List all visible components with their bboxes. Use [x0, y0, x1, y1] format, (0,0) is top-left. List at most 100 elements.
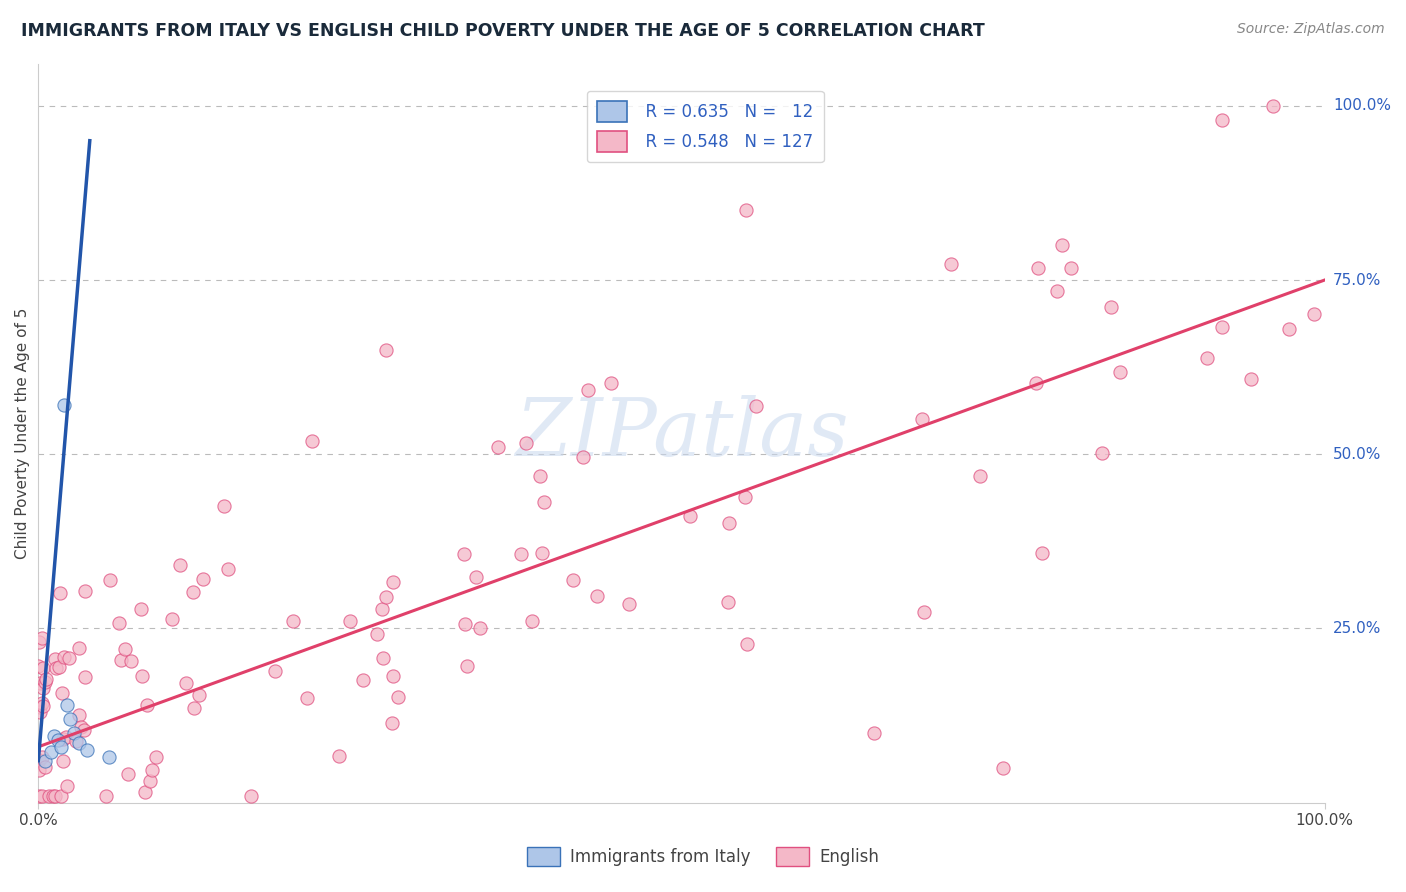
Point: [1195, 351, 1218, 365]
Point: [46, 732, 69, 747]
Point: [1031, 546, 1053, 560]
Point: [51, 739, 73, 754]
Point: [28, 789, 51, 803]
Point: [31, 749, 53, 764]
Point: [110, 653, 132, 667]
Point: [31, 789, 53, 803]
Point: [35, 673, 58, 687]
Y-axis label: Child Poverty Under the Age of 5: Child Poverty Under the Age of 5: [15, 308, 30, 559]
Text: 25.0%: 25.0%: [1333, 621, 1381, 636]
Point: [470, 621, 492, 635]
Point: [1060, 260, 1083, 275]
Point: [1028, 260, 1050, 275]
Text: ZIPatlas: ZIPatlas: [515, 394, 848, 472]
Text: 75.0%: 75.0%: [1333, 273, 1381, 287]
Point: [531, 546, 554, 560]
Point: [67, 708, 90, 723]
Point: [576, 383, 599, 397]
Point: [1303, 307, 1326, 321]
Point: [600, 376, 623, 390]
Point: [520, 614, 543, 628]
Point: [515, 436, 537, 450]
Point: [381, 669, 404, 683]
Point: [371, 650, 394, 665]
Point: [454, 617, 477, 632]
Point: [72, 723, 94, 738]
Point: [52, 754, 75, 768]
Point: [486, 440, 509, 454]
Point: [34, 674, 56, 689]
Point: [67, 640, 90, 655]
Point: [375, 591, 398, 605]
Point: [562, 573, 585, 587]
Point: [27, 659, 49, 673]
Point: [328, 749, 350, 764]
Legend: Immigrants from Italy, English: Immigrants from Italy, English: [519, 838, 887, 875]
Point: [120, 654, 142, 668]
Point: [941, 257, 963, 271]
Point: [301, 434, 323, 448]
Point: [39, 745, 62, 759]
Point: [283, 614, 305, 628]
Point: [991, 761, 1014, 775]
Point: [911, 412, 934, 426]
Point: [453, 548, 475, 562]
Point: [679, 509, 702, 524]
Point: [374, 343, 396, 357]
Point: [1109, 365, 1132, 379]
Point: [44, 789, 66, 803]
Point: [1278, 322, 1301, 336]
Point: [28, 763, 51, 777]
Point: [174, 676, 197, 690]
Point: [134, 785, 156, 799]
Point: [59, 712, 82, 726]
Point: [94, 789, 117, 803]
Point: [52, 649, 75, 664]
Point: [131, 669, 153, 683]
Point: [49, 789, 72, 803]
Point: [912, 605, 935, 619]
Point: [387, 690, 409, 704]
Point: [339, 614, 361, 628]
Text: 50.0%: 50.0%: [1333, 447, 1381, 462]
Point: [28, 705, 51, 719]
Point: [63, 726, 86, 740]
Point: [53, 399, 76, 413]
Point: [31, 698, 53, 713]
Point: [183, 701, 205, 715]
Point: [129, 602, 152, 616]
Point: [214, 499, 236, 513]
Point: [42, 789, 65, 803]
Point: [56, 779, 79, 793]
Point: [191, 572, 214, 586]
Point: [263, 664, 285, 678]
Point: [48, 660, 70, 674]
Point: [370, 602, 392, 616]
Point: [1046, 285, 1069, 299]
Point: [1025, 376, 1047, 390]
Point: [32, 681, 55, 695]
Point: [735, 637, 758, 651]
Point: [533, 495, 555, 509]
Point: [55, 731, 77, 745]
Point: [352, 673, 374, 688]
Point: [734, 490, 756, 504]
Point: [31, 631, 53, 645]
Point: [382, 574, 405, 589]
Point: [1050, 237, 1073, 252]
Point: [58, 651, 80, 665]
Point: [169, 558, 191, 572]
Point: [1211, 112, 1233, 127]
Text: Source: ZipAtlas.com: Source: ZipAtlas.com: [1237, 22, 1385, 37]
Point: [65, 734, 87, 748]
Point: [49, 586, 72, 600]
Point: [34, 754, 56, 768]
Point: [1091, 446, 1114, 460]
Point: [717, 595, 740, 609]
Point: [51, 686, 73, 700]
Point: [509, 547, 531, 561]
Point: [381, 716, 404, 731]
Point: [34, 760, 56, 774]
Point: [42, 729, 65, 743]
Point: [52, 732, 75, 747]
